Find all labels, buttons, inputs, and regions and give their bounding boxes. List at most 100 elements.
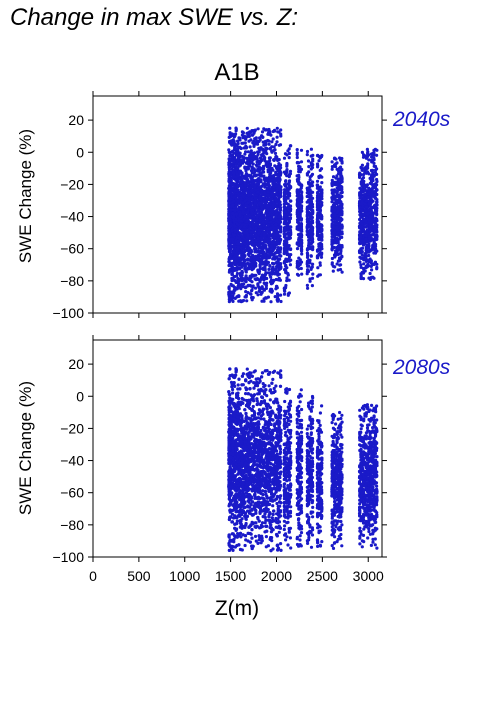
data-point	[331, 175, 336, 179]
y-tick-label: −20	[60, 176, 84, 192]
data-point	[277, 173, 281, 177]
data-point	[364, 215, 368, 219]
data-point	[250, 220, 254, 224]
data-point	[374, 242, 378, 246]
data-point	[240, 299, 244, 303]
data-point	[331, 264, 335, 268]
data-point	[279, 238, 283, 242]
data-point	[335, 262, 339, 266]
data-point	[235, 203, 239, 207]
data-point	[275, 135, 279, 139]
data-point	[230, 141, 234, 145]
data-point	[258, 267, 262, 271]
data-point	[244, 290, 248, 294]
data-point	[240, 269, 244, 273]
data-point	[245, 156, 249, 160]
data-point	[246, 233, 250, 237]
data-point	[336, 178, 340, 182]
data-point	[278, 257, 282, 261]
data-point	[255, 277, 259, 281]
data-point	[318, 273, 322, 277]
data-point	[243, 242, 247, 246]
data-point	[277, 162, 281, 166]
data-point	[250, 260, 254, 264]
data-point	[319, 223, 324, 227]
data-point	[305, 153, 309, 157]
data-point	[305, 262, 309, 266]
data-point	[283, 152, 288, 156]
data-point	[330, 165, 334, 169]
data-point	[256, 253, 260, 257]
data-point	[234, 217, 238, 221]
data-point	[361, 176, 366, 180]
data-point	[288, 199, 293, 203]
data-point	[340, 235, 344, 239]
data-point	[274, 214, 278, 218]
data-point	[310, 202, 315, 207]
data-point	[268, 130, 272, 134]
data-point	[284, 228, 288, 232]
data-point	[238, 251, 242, 255]
data-point	[271, 218, 276, 222]
data-point	[307, 246, 311, 250]
data-point	[284, 179, 288, 183]
data-point	[264, 146, 268, 150]
data-point	[372, 251, 376, 255]
data-point	[250, 183, 254, 187]
data-point	[309, 234, 314, 238]
data-point	[295, 155, 299, 160]
data-point	[289, 253, 293, 257]
y-tick-label: −60	[60, 241, 84, 257]
data-point	[253, 128, 257, 132]
data-point	[255, 160, 259, 164]
data-point	[279, 185, 283, 189]
data-point	[358, 205, 362, 209]
data-point	[232, 199, 236, 203]
data-point	[241, 131, 245, 135]
data-point	[255, 157, 259, 161]
data-point	[362, 182, 366, 186]
data-point	[284, 200, 288, 204]
data-point	[297, 164, 301, 168]
data-point	[260, 228, 264, 232]
data-point	[333, 156, 337, 160]
data-point	[228, 201, 232, 205]
data-point	[263, 282, 267, 286]
data-point	[227, 204, 231, 208]
data-point	[370, 248, 374, 252]
data-point	[270, 140, 274, 144]
data-point	[235, 271, 239, 276]
data-point	[235, 253, 239, 258]
data-point	[360, 271, 364, 275]
data-point	[277, 168, 281, 172]
data-point	[287, 210, 291, 214]
data-point	[271, 265, 275, 269]
data-point	[268, 187, 272, 191]
data-point	[300, 209, 304, 213]
data-point	[261, 267, 265, 271]
data-point	[267, 234, 271, 238]
data-point	[278, 218, 282, 222]
data-point	[237, 294, 241, 298]
data-point	[260, 290, 264, 294]
data-point	[289, 247, 293, 252]
data-point	[277, 181, 281, 185]
data-point	[299, 204, 304, 208]
data-point	[276, 226, 280, 230]
data-point	[238, 214, 242, 218]
data-point	[253, 201, 257, 205]
data-point	[316, 256, 320, 260]
data-point	[279, 134, 283, 138]
data-point	[252, 174, 257, 178]
ylabel-2040s: SWE Change (%)	[16, 129, 35, 263]
data-point	[256, 223, 260, 227]
data-point	[287, 233, 291, 237]
data-point	[279, 299, 283, 304]
data-point	[261, 183, 265, 187]
data-point	[276, 246, 280, 250]
data-point	[270, 268, 274, 273]
data-point	[340, 209, 344, 214]
data-point	[256, 181, 260, 185]
data-point	[241, 141, 245, 145]
